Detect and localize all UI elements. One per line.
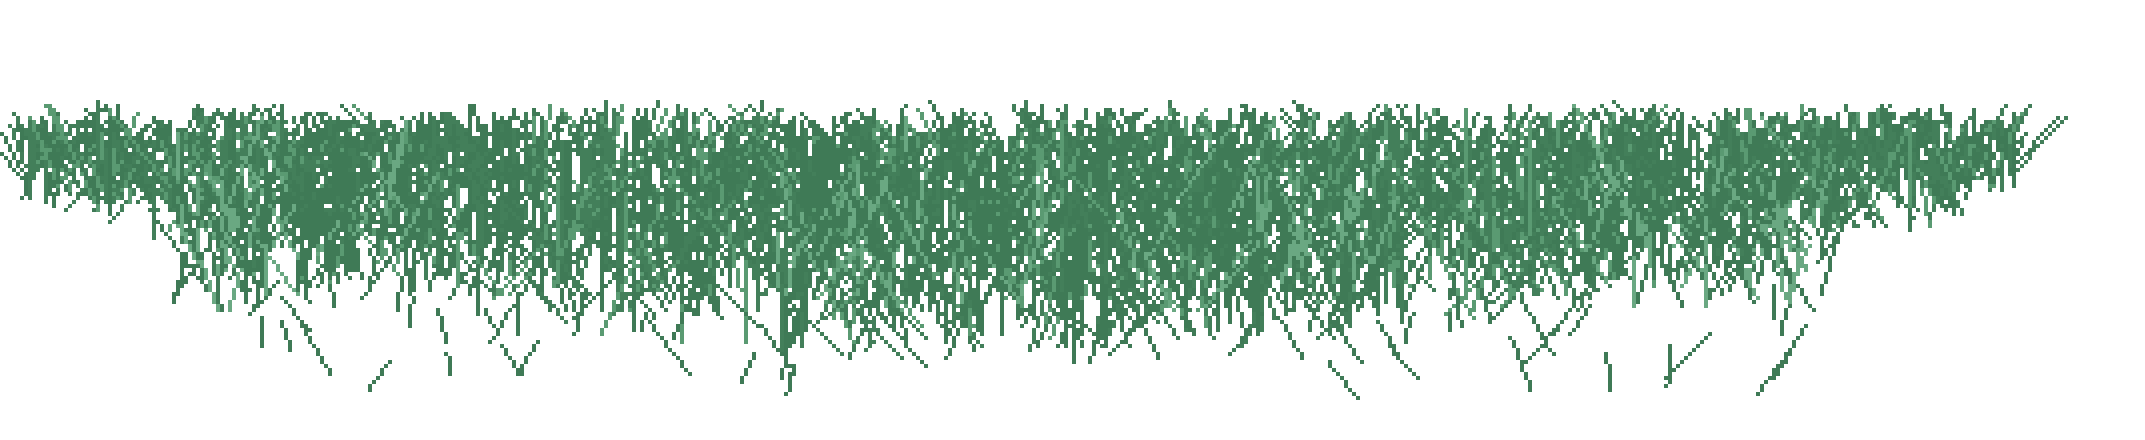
game-scene (0, 0, 2145, 440)
grass-field-sprite (0, 0, 2145, 440)
